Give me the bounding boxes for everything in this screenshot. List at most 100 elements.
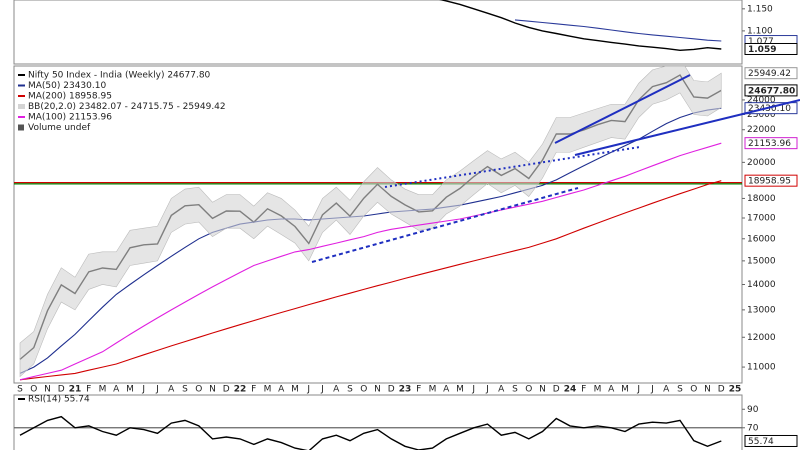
x-tick-label: N — [44, 385, 51, 395]
legend-entry: Nifty 50 Index - India (Weekly) 24677.80 — [28, 71, 211, 81]
y-tick-label: 24000 — [747, 95, 776, 105]
y-tick-label: 11000 — [747, 363, 776, 373]
x-tick-label: M — [291, 385, 299, 395]
price-panel — [13, 65, 743, 384]
y-tick-label: 17000 — [747, 214, 776, 224]
x-tick-label: J — [636, 385, 640, 395]
x-tick-label: J — [650, 385, 654, 395]
value-tag — [744, 102, 798, 115]
x-tick-label: M — [126, 385, 134, 395]
series-line — [514, 19, 722, 42]
value-tag — [744, 174, 798, 187]
x-tick-label: F — [251, 385, 256, 395]
y-tick-label: 1.100 — [747, 26, 773, 36]
value-tag-label: 24677.80 — [748, 86, 795, 96]
x-tick-label: A — [278, 385, 285, 395]
y-tick-label: 23000 — [747, 110, 776, 120]
x-tick-label: M — [429, 385, 437, 395]
x-tick-label: D — [58, 385, 65, 395]
value-tag-label: 21153.96 — [748, 139, 791, 149]
x-tick-label: S — [182, 385, 188, 395]
y-tick-label: 14000 — [747, 280, 776, 290]
y-tick-label: 13000 — [747, 305, 776, 315]
series-layer — [19, 66, 722, 381]
x-tick-label: D — [388, 385, 395, 395]
x-tick-label: 25 — [729, 385, 742, 395]
value-tag-label: 25949.42 — [748, 69, 791, 79]
y-tick-label: 90 — [747, 405, 759, 415]
value-tag — [744, 137, 798, 150]
x-tick-label: M — [594, 385, 602, 395]
value-tag-label: 1.059 — [748, 45, 776, 55]
value-tag-label: 1.077 — [748, 37, 774, 47]
x-tick-label: S — [17, 385, 23, 395]
value-tag — [744, 42, 798, 55]
series-line — [19, 107, 722, 374]
y-tick-label: 1.150 — [747, 4, 773, 14]
y-tick-label: 12000 — [747, 333, 776, 343]
x-tick-label: O — [360, 385, 367, 395]
x-tick-label: S — [677, 385, 683, 395]
series-line — [19, 415, 722, 450]
legend-entry: Volume undef — [28, 123, 91, 133]
legend-entry: BB(20,2.0) 23482.07 - 24715.75 - 25949.4… — [28, 102, 226, 112]
y-tick-label: 18000 — [747, 194, 776, 204]
x-tick-label: N — [374, 385, 381, 395]
value-tag-label: 18958.95 — [748, 177, 791, 187]
x-tick-label: F — [86, 385, 91, 395]
legend-entry: MA(100) 21153.96 — [28, 113, 112, 123]
x-tick-label: J — [485, 385, 489, 395]
series-line — [19, 180, 722, 381]
x-tick-label: O — [195, 385, 202, 395]
y-tick-label: 15000 — [747, 256, 776, 266]
top-panel — [13, 0, 743, 65]
x-tick-label: F — [581, 385, 586, 395]
series-line — [19, 142, 722, 381]
x-tick-label: 22 — [234, 385, 247, 395]
legend-entry: MA(200) 18958.95 — [28, 92, 112, 102]
x-tick-label: 23 — [399, 385, 412, 395]
x-tick-label: A — [663, 385, 670, 395]
value-tag-label: 23430.10 — [748, 104, 791, 114]
bollinger-band — [19, 66, 722, 378]
trendline — [574, 99, 800, 156]
x-tick-label: J — [306, 385, 310, 395]
series-line — [439, 0, 722, 52]
rsi-panel — [13, 394, 743, 450]
x-tick-label: A — [608, 385, 615, 395]
series-layer — [19, 415, 722, 450]
x-tick-label: J — [471, 385, 475, 395]
x-tick-label: D — [553, 385, 560, 395]
x-tick-label: M — [621, 385, 629, 395]
legend-entry: MA(50) 23430.10 — [28, 81, 106, 91]
trendline — [384, 146, 641, 188]
legend-entry: RSI(14) 55.74 — [28, 395, 90, 405]
x-tick-label: S — [512, 385, 518, 395]
x-tick-label: J — [320, 385, 324, 395]
x-tick-label: S — [347, 385, 353, 395]
trendline — [554, 74, 691, 144]
x-tick-label: 24 — [564, 385, 577, 395]
y-tick-label: 20000 — [747, 158, 776, 168]
legend-swatch — [18, 124, 24, 131]
x-tick-label: M — [456, 385, 464, 395]
x-tick-label: A — [498, 385, 505, 395]
y-tick-label: 70 — [747, 423, 759, 433]
series-layer — [439, 0, 722, 52]
x-tick-label: O — [30, 385, 37, 395]
x-tick-label: D — [223, 385, 230, 395]
x-tick-label: M — [264, 385, 272, 395]
x-tick-label: 21 — [69, 385, 82, 395]
y-tick-label: 16000 — [747, 234, 776, 244]
x-tick-label: A — [443, 385, 450, 395]
trendlines — [311, 74, 800, 263]
value-tag — [744, 67, 798, 80]
x-tick-label: M — [99, 385, 107, 395]
x-tick-label: N — [704, 385, 711, 395]
x-tick-label: J — [141, 385, 145, 395]
x-tick-label: A — [333, 385, 340, 395]
x-tick-label: O — [690, 385, 697, 395]
x-tick-label: F — [416, 385, 421, 395]
x-tick-label: A — [168, 385, 175, 395]
